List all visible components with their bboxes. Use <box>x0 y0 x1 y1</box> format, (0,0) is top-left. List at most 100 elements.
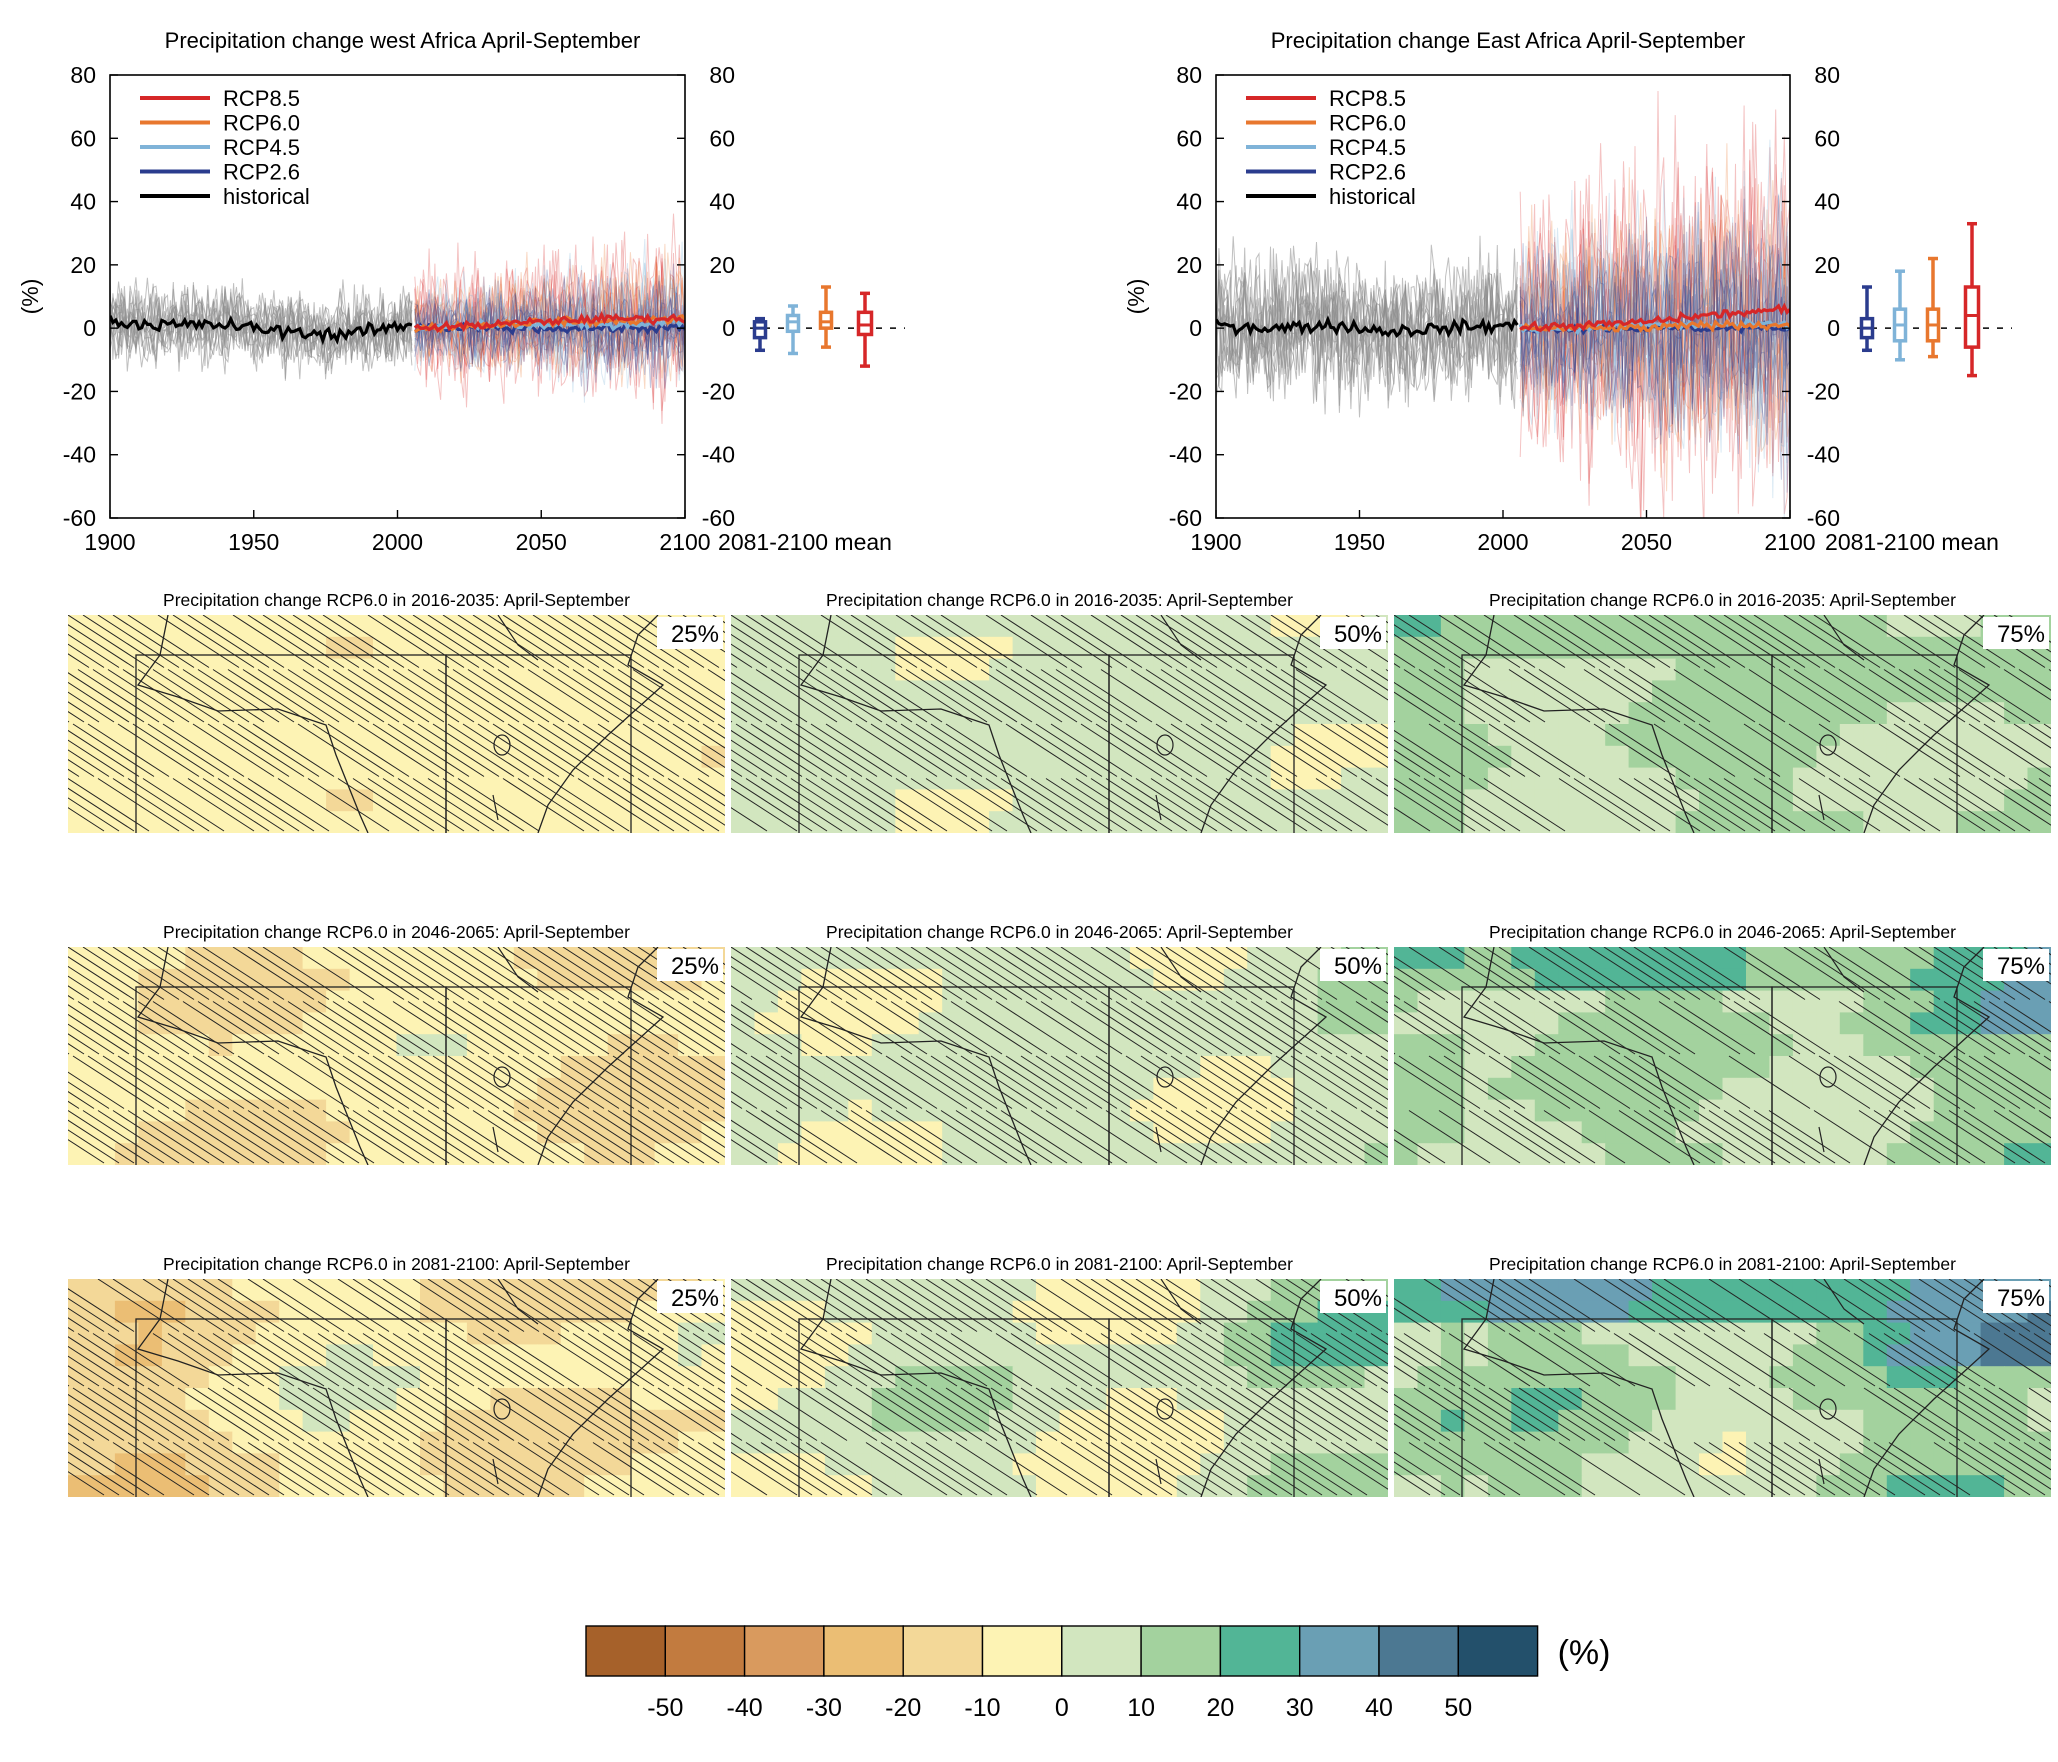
map-cell <box>754 745 779 769</box>
map-cell <box>895 1143 920 1165</box>
hatch-line <box>775 1442 858 1496</box>
hatch-line <box>895 1442 978 1496</box>
hatch-line <box>152 669 235 723</box>
hatch-line <box>865 1110 948 1164</box>
map-cell <box>1558 1475 1583 1497</box>
hatch-line <box>1948 778 2031 832</box>
coastline-west <box>1462 615 1695 833</box>
hatch-line <box>627 723 710 777</box>
map-cell <box>1628 947 1653 970</box>
map-cell <box>279 1099 304 1122</box>
map-cell <box>1581 1077 1606 1101</box>
mean-label: 2081-2100 mean <box>718 529 892 555</box>
map-cell <box>1769 1366 1794 1389</box>
map-cell <box>1487 745 1512 769</box>
hatch-line <box>1370 1333 1388 1346</box>
hatch-line <box>800 1001 883 1055</box>
map-cell <box>232 1366 257 1389</box>
map-cell <box>965 1077 990 1101</box>
hatch-line <box>602 1333 685 1387</box>
hatch-line <box>1933 615 2016 668</box>
map-cell <box>607 1300 632 1324</box>
map-cell <box>1980 1453 2005 1476</box>
map-cell <box>349 724 374 747</box>
map-cell <box>1581 636 1606 660</box>
map-cell <box>420 1034 445 1057</box>
map-cell <box>848 1475 873 1497</box>
map-cell <box>1036 1121 1061 1144</box>
hatch-line <box>232 947 315 1000</box>
hatch-line <box>825 723 908 777</box>
box-RCP2.6 <box>752 320 768 340</box>
map-cell <box>1980 658 2005 681</box>
map-cell <box>1628 1344 1653 1367</box>
map-cell <box>1247 1344 1272 1367</box>
map-cell <box>2027 680 2051 703</box>
map-cell <box>1652 811 1677 833</box>
hatch-line <box>142 1110 225 1164</box>
map-cell <box>1558 1279 1583 1302</box>
map-cell <box>871 1388 896 1411</box>
hatch-line <box>780 723 863 777</box>
map-cell <box>2004 745 2029 769</box>
hatch-line <box>1463 1001 1546 1055</box>
map-cell <box>654 724 679 747</box>
hatch-line <box>1648 615 1731 668</box>
hatch-line <box>855 1055 938 1109</box>
map-cell <box>1792 947 1817 970</box>
map-cell <box>848 1099 873 1122</box>
hatch-line <box>760 1110 843 1164</box>
map-cell <box>466 1431 491 1454</box>
map-cell <box>1294 1121 1319 1144</box>
series-line-historical <box>110 315 413 346</box>
hatch-line <box>557 669 640 723</box>
hatch-line <box>1438 1110 1521 1164</box>
map-cell <box>1417 1300 1442 1324</box>
hatch-line <box>885 1055 968 1109</box>
map-cell <box>1341 1077 1366 1101</box>
hatch-line <box>102 1055 185 1109</box>
map-cell <box>1487 968 1512 992</box>
map-cell <box>1652 1388 1677 1411</box>
hatch-line <box>960 1055 1043 1109</box>
hatch-line <box>895 615 978 668</box>
map-cell <box>1200 724 1225 747</box>
map-cell <box>1675 1344 1700 1367</box>
map-cell <box>2027 1012 2051 1035</box>
map-cell <box>1863 968 1888 992</box>
map-cell <box>326 1322 351 1345</box>
hatch-line <box>1235 1001 1318 1055</box>
hatch-line <box>592 1279 675 1332</box>
hatch-line <box>1618 778 1701 832</box>
map-cell <box>871 990 896 1013</box>
map-cell <box>349 1143 374 1165</box>
map-cell <box>1153 1475 1178 1497</box>
hatch-line <box>1813 1110 1896 1164</box>
map-cell <box>1581 1056 1606 1079</box>
map-cell <box>1036 1322 1061 1345</box>
map-cell <box>584 1409 609 1433</box>
map-cell <box>1816 1431 1841 1454</box>
scenario-member-line <box>414 263 685 377</box>
map-cell <box>302 1431 327 1454</box>
map-cell <box>91 1012 116 1035</box>
map-cell <box>1722 1388 1747 1411</box>
map-cell <box>1628 1322 1653 1345</box>
map-panel-1-1: Precipitation change RCP6.0 in 2016-2035… <box>68 590 725 833</box>
hatch-line <box>1394 1013 1456 1055</box>
map-cell <box>1153 811 1178 833</box>
map-cell <box>1769 1077 1794 1101</box>
map-cell <box>918 636 943 660</box>
map-cell <box>989 658 1014 681</box>
map-cell <box>1511 1431 1536 1454</box>
map-cell <box>302 1344 327 1367</box>
map-cell <box>560 789 585 812</box>
hatch-line <box>697 1442 725 1461</box>
map-panel-2-3: Precipitation change RCP6.0 in 2046-2065… <box>1394 922 2051 1165</box>
map-cell <box>1200 947 1225 970</box>
map-cell <box>138 1366 163 1389</box>
map-cell <box>1223 745 1248 769</box>
map-cell <box>1294 658 1319 681</box>
y-tick-label-right: -20 <box>702 378 735 404</box>
hatch-line <box>1045 1110 1128 1164</box>
